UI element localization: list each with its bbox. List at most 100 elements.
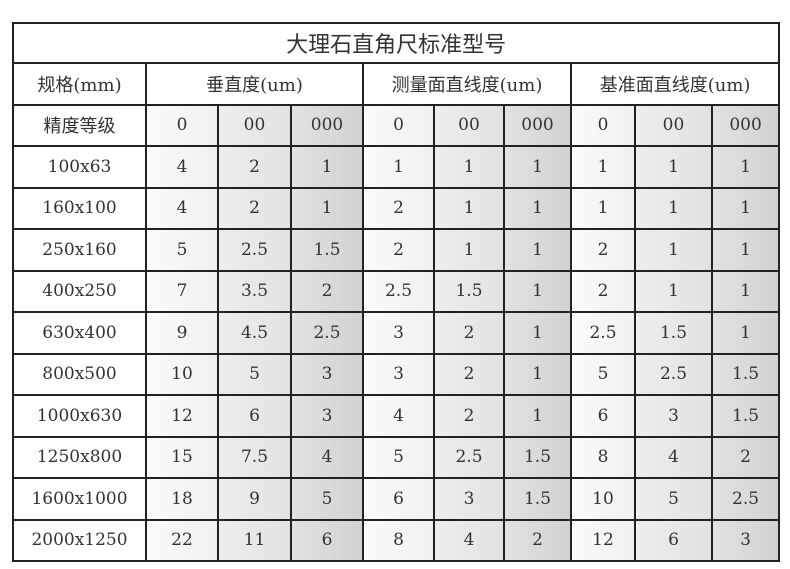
value-cell: 7 bbox=[145, 269, 219, 313]
value-cell: 1.5 bbox=[710, 394, 781, 438]
value-cell: 3 bbox=[290, 352, 364, 396]
value-cell: 5 bbox=[145, 228, 219, 272]
grade-cell: 0 bbox=[145, 103, 219, 147]
value-cell: 1.5 bbox=[290, 228, 364, 272]
value-cell: 1 bbox=[503, 311, 572, 355]
value-cell: 2 bbox=[570, 269, 636, 313]
value-cell: 1 bbox=[710, 228, 781, 272]
grade-cell: 000 bbox=[290, 103, 364, 147]
grade-cell: 0 bbox=[362, 103, 435, 147]
spec-cell: 800x500 bbox=[12, 352, 147, 396]
value-cell: 1 bbox=[290, 186, 364, 230]
table-row: 800x500 10 5 3 3 2 1 5 2.5 1.5 bbox=[12, 352, 781, 396]
value-cell: 10 bbox=[145, 352, 219, 396]
value-cell: 1 bbox=[503, 352, 572, 396]
value-cell: 9 bbox=[217, 477, 292, 521]
value-cell: 6 bbox=[290, 518, 364, 562]
value-cell: 12 bbox=[145, 394, 219, 438]
value-cell: 1 bbox=[710, 311, 781, 355]
value-cell: 2.5 bbox=[362, 269, 435, 313]
value-cell: 1.5 bbox=[503, 435, 572, 479]
value-cell: 2 bbox=[217, 186, 292, 230]
value-cell: 11 bbox=[217, 518, 292, 562]
value-cell: 6 bbox=[362, 477, 435, 521]
value-cell: 4 bbox=[362, 394, 435, 438]
table-row: 160x100 4 2 1 2 1 1 1 1 1 bbox=[12, 186, 781, 230]
value-cell: 2.5 bbox=[570, 311, 636, 355]
value-cell: 4 bbox=[145, 145, 219, 189]
spec-cell: 1600x1000 bbox=[12, 477, 147, 521]
value-cell: 8 bbox=[362, 518, 435, 562]
spec-cell: 400x250 bbox=[12, 269, 147, 313]
value-cell: 2.5 bbox=[710, 477, 781, 521]
value-cell: 1 bbox=[503, 186, 572, 230]
value-cell: 2.5 bbox=[217, 228, 292, 272]
value-cell: 2 bbox=[433, 394, 505, 438]
value-cell: 3 bbox=[362, 352, 435, 396]
table-row: 250x160 5 2.5 1.5 2 1 1 2 1 1 bbox=[12, 228, 781, 272]
value-cell: 1 bbox=[634, 269, 713, 313]
value-cell: 1 bbox=[570, 145, 636, 189]
value-cell: 2 bbox=[362, 186, 435, 230]
value-cell: 3 bbox=[634, 394, 713, 438]
value-cell: 2 bbox=[290, 269, 364, 313]
value-cell: 4 bbox=[145, 186, 219, 230]
table-row: 1250x800 15 7.5 4 5 2.5 1.5 8 4 2 bbox=[12, 435, 781, 479]
value-cell: 5 bbox=[290, 477, 364, 521]
grade-cell: 0 bbox=[570, 103, 636, 147]
value-cell: 8 bbox=[570, 435, 636, 479]
reference-face-straightness-header: 基准面直线度(um) bbox=[569, 62, 781, 106]
standard-model-table: 大理石直角尺标准型号 规格(mm) 垂直度(um) 测量面直线度(um) 基准面… bbox=[11, 22, 781, 562]
table-row: 2000x1250 22 11 6 8 4 2 12 6 3 bbox=[12, 518, 781, 562]
value-cell: 2 bbox=[362, 228, 435, 272]
title-row: 大理石直角尺标准型号 bbox=[11, 22, 781, 64]
value-cell: 7.5 bbox=[217, 435, 292, 479]
value-cell: 1 bbox=[433, 145, 505, 189]
grade-cell: 000 bbox=[710, 103, 781, 147]
value-cell: 1 bbox=[503, 394, 572, 438]
value-cell: 1 bbox=[710, 145, 781, 189]
perpendicularity-header: 垂直度(um) bbox=[145, 62, 364, 106]
value-cell: 18 bbox=[145, 477, 219, 521]
value-cell: 2 bbox=[433, 311, 505, 355]
value-cell: 2 bbox=[570, 228, 636, 272]
value-cell: 1 bbox=[710, 186, 781, 230]
value-cell: 1.5 bbox=[503, 477, 572, 521]
value-cell: 1.5 bbox=[710, 352, 781, 396]
value-cell: 1 bbox=[433, 228, 505, 272]
value-cell: 3.5 bbox=[217, 269, 292, 313]
value-cell: 1 bbox=[503, 145, 572, 189]
value-cell: 15 bbox=[145, 435, 219, 479]
value-cell: 1 bbox=[634, 145, 713, 189]
value-cell: 2 bbox=[433, 352, 505, 396]
value-cell: 1 bbox=[710, 269, 781, 313]
table-row: 630x400 9 4.5 2.5 3 2 1 2.5 1.5 1 bbox=[12, 311, 781, 355]
value-cell: 1 bbox=[634, 186, 713, 230]
spec-cell: 100x63 bbox=[12, 145, 147, 189]
value-cell: 2.5 bbox=[290, 311, 364, 355]
grade-cell: 000 bbox=[503, 103, 572, 147]
value-cell: 1 bbox=[290, 145, 364, 189]
spec-cell: 1250x800 bbox=[12, 435, 147, 479]
value-cell: 5 bbox=[217, 352, 292, 396]
grade-row: 精度等级 0 00 000 0 00 000 0 00 000 bbox=[12, 103, 781, 147]
value-cell: 3 bbox=[433, 477, 505, 521]
grade-cell: 00 bbox=[433, 103, 505, 147]
table-row: 1600x1000 18 9 5 6 3 1.5 10 5 2.5 bbox=[12, 477, 781, 521]
header-row: 规格(mm) 垂直度(um) 测量面直线度(um) 基准面直线度(um) bbox=[12, 62, 781, 106]
value-cell: 6 bbox=[570, 394, 636, 438]
table-title: 大理石直角尺标准型号 bbox=[11, 22, 781, 64]
value-cell: 10 bbox=[570, 477, 636, 521]
value-cell: 4.5 bbox=[217, 311, 292, 355]
value-cell: 1 bbox=[433, 186, 505, 230]
value-cell: 4 bbox=[433, 518, 505, 562]
grade-cell: 00 bbox=[217, 103, 292, 147]
table-row: 400x250 7 3.5 2 2.5 1.5 1 2 1 1 bbox=[12, 269, 781, 313]
value-cell: 2 bbox=[217, 145, 292, 189]
spec-cell: 250x160 bbox=[12, 228, 147, 272]
grade-label: 精度等级 bbox=[12, 103, 147, 147]
value-cell: 5 bbox=[634, 477, 713, 521]
spec-header: 规格(mm) bbox=[12, 62, 147, 106]
value-cell: 1 bbox=[503, 269, 572, 313]
spec-cell: 2000x1250 bbox=[12, 518, 147, 562]
